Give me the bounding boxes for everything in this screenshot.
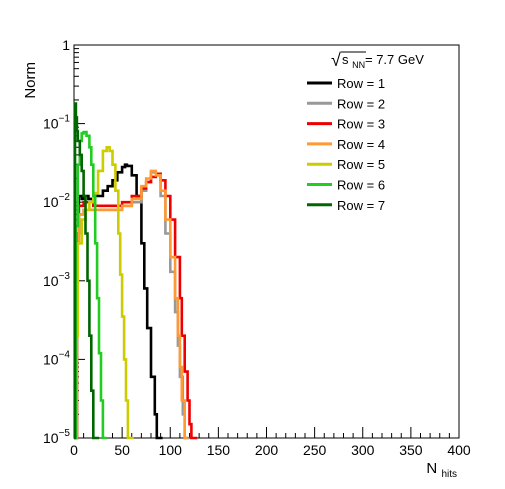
annotation-sqrt: √ [331, 50, 341, 70]
y-tick-label: 10−4 [43, 349, 70, 367]
x-axis-label-main: N [426, 460, 437, 477]
x-tick-label: 400 [447, 442, 471, 458]
annotation-var: s NN [342, 52, 365, 70]
x-tick-label: 200 [255, 442, 279, 458]
x-tick-label: 150 [207, 442, 231, 458]
x-tick-label: 250 [303, 442, 327, 458]
x-tick-label: 0 [70, 442, 78, 458]
legend-label-row-7: Row = 7 [337, 198, 385, 213]
series-line-row-5 [74, 146, 134, 440]
y-tick-label: 10−5 [43, 428, 70, 446]
x-tick-label: 100 [159, 442, 183, 458]
x-axis-ticks: 0 50 100 150 200 250 300 350 400 [70, 427, 471, 458]
y-tick-label: 10−3 [43, 271, 70, 289]
x-tick-label: 50 [114, 442, 130, 458]
plot-frame [73, 44, 460, 439]
legend-label-row-3: Row = 3 [337, 117, 385, 132]
annotation-rest: = 7.7 GeV [365, 52, 424, 67]
legend-label-row-6: Row = 6 [337, 178, 385, 193]
legend-label-row-5: Row = 5 [337, 157, 385, 172]
series-group [73, 102, 198, 440]
y-tick-label: 1 [62, 37, 70, 53]
series-line-row-2 [74, 171, 190, 440]
legend-label-row-1: Row = 1 [337, 76, 385, 91]
annotation-var-s: s [342, 52, 349, 67]
energy-annotation: √ s NN = 7.7 GeV [331, 50, 424, 70]
series-line-row-7 [73, 102, 99, 440]
y-tick-label: 10−2 [43, 192, 70, 210]
x-axis-label: N hits [426, 460, 457, 480]
x-axis-label-sub: hits [441, 469, 457, 480]
series-line-row-6 [74, 130, 107, 440]
annotation-var-sub: NN [352, 60, 365, 70]
legend-label-row-2: Row = 2 [337, 96, 385, 111]
x-tick-label: 300 [351, 442, 375, 458]
y-axis-label: Norm [22, 62, 39, 99]
x-tick-label: 350 [399, 442, 423, 458]
legend: Row = 1 Row = 2 Row = 3 Row = 4 Row = 5 Row =… [307, 76, 385, 213]
y-tick-label: 10−1 [43, 114, 70, 132]
legend-label-row-4: Row = 4 [337, 137, 385, 152]
